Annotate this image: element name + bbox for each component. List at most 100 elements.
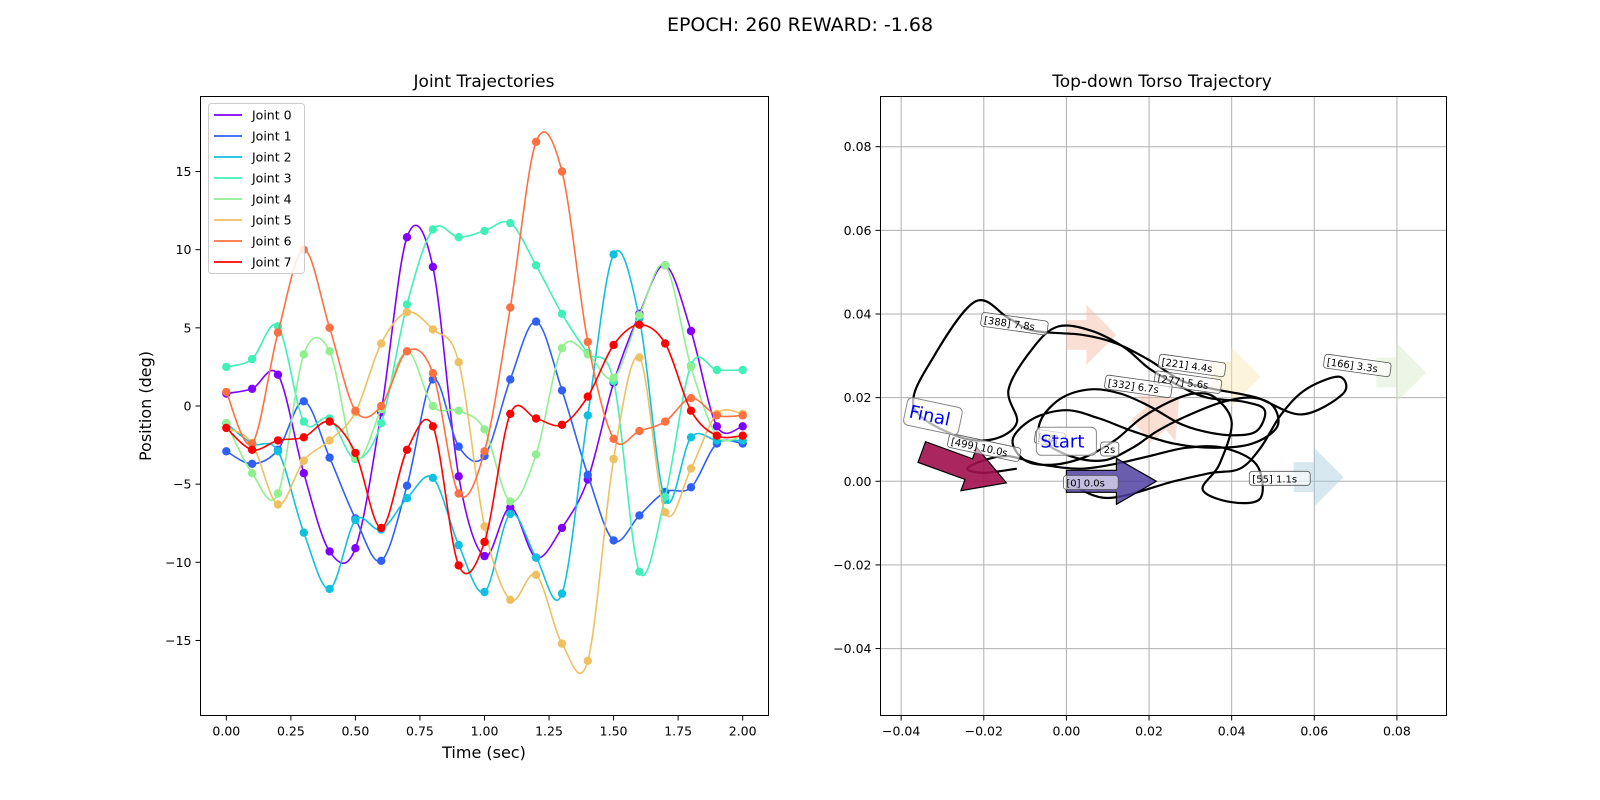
joint-point-7 (377, 523, 386, 533)
heading-arrow (1066, 304, 1117, 365)
joint-point-6 (531, 137, 541, 146)
joint-point-1 (635, 511, 644, 520)
joint-point-5 (686, 464, 696, 473)
joint-point-5 (635, 353, 644, 362)
joint-point-6 (428, 369, 438, 378)
joint-trajectories-plot: Joint Trajectories 0.00 0.25 0.50 0.75 1.00 1… (136, 72, 769, 762)
legend-entry: Joint 5 (251, 213, 292, 228)
joint-point-3 (480, 226, 489, 236)
joint-point-7 (686, 406, 696, 415)
joint-point-4 (273, 489, 283, 498)
joint-point-6 (583, 337, 592, 347)
joint-point-2 (480, 587, 489, 597)
joint-point-6 (480, 447, 489, 456)
legend-entry: Joint 3 (251, 171, 292, 186)
joint-point-5 (480, 522, 489, 531)
joint-point-3 (299, 417, 308, 426)
time-label-text: [55] 1.1s (1252, 474, 1297, 485)
joint-point-6 (222, 387, 231, 397)
joint-point-5 (428, 325, 438, 334)
joint-point-3 (222, 362, 231, 372)
joint-point-1 (402, 481, 412, 490)
right-axis-ticks: −0.04 −0.02 0.00 0.02 0.04 0.06 0.08 −0.04 −0.02… (833, 139, 1411, 738)
joint-line-4 (225, 263, 743, 503)
joint-point-2 (325, 584, 334, 594)
joint-point-3 (247, 354, 257, 364)
time-label: [0] 0.0s (1063, 475, 1119, 490)
legend: Joint 0 Joint 1 Joint 2 Joint 3 Joint 4 Joint… (208, 103, 305, 274)
y-tick-label: 15 (176, 164, 192, 179)
x-tick-label: 0.06 (1300, 724, 1328, 739)
joint-series-layer (222, 131, 747, 675)
legend-entry: Joint 6 (251, 234, 292, 249)
y-tick-label: 0 (184, 399, 192, 414)
joint-point-7 (557, 420, 567, 429)
joint-point-2 (531, 553, 541, 562)
joint-point-7 (273, 436, 283, 445)
y-tick-label: 10 (176, 242, 192, 257)
joint-point-2 (299, 528, 308, 537)
joint-point-6 (557, 167, 567, 176)
joint-point-7 (351, 448, 360, 458)
joint-point-7 (325, 417, 334, 426)
x-tick-label: 2.00 (729, 724, 757, 739)
joint-point-5 (661, 508, 670, 517)
joint-point-3 (506, 218, 515, 228)
right-plot-title: Top-down Torso Trajectory (1051, 72, 1272, 92)
x-tick-label: 0.00 (1052, 724, 1080, 739)
x-tick-label: 1.75 (664, 724, 692, 739)
time-labels: [388] 7.8s[221] 4.4s[277] 5.6s[332] 6.7s… (903, 312, 1392, 490)
joint-point-7 (428, 422, 438, 431)
time-label-box (1248, 470, 1311, 486)
joint-point-5 (531, 570, 541, 579)
torso-path-layer (911, 299, 1348, 505)
joint-point-4 (454, 406, 463, 415)
y-tick-label: 0.06 (844, 223, 872, 238)
joint-point-1 (686, 483, 696, 492)
time-label: 2s (1100, 441, 1120, 457)
start-label-box (1035, 426, 1097, 456)
joint-point-7 (738, 431, 747, 440)
left-xlabel: Time (sec) (441, 743, 526, 762)
right-grid (880, 96, 1447, 716)
joint-point-0 (454, 472, 463, 481)
joint-point-6 (377, 401, 386, 411)
joint-point-6 (351, 406, 360, 415)
legend-box (208, 103, 305, 274)
joint-point-7 (661, 339, 670, 348)
joint-point-0 (686, 326, 696, 336)
torso-path (911, 299, 1348, 505)
y-tick-label: 0.02 (844, 390, 872, 405)
time-label-text: 2s (1104, 445, 1116, 456)
joint-point-7 (635, 320, 644, 329)
heading-arrow (1376, 342, 1427, 403)
joint-point-3 (531, 261, 541, 270)
time-label: [55] 1.1s (1248, 470, 1311, 486)
x-tick-label: 0.08 (1383, 724, 1411, 739)
joint-point-7 (402, 445, 412, 454)
joint-point-4 (661, 261, 670, 270)
joint-point-3 (738, 365, 747, 375)
x-tick-label: 0.04 (1218, 724, 1246, 739)
x-tick-label: 0.25 (277, 724, 305, 739)
joint-point-5 (557, 639, 567, 648)
torso-trajectory-plot: Top-down Torso Trajectory [388] 7.8s[221… (833, 72, 1447, 739)
joint-point-7 (506, 409, 515, 418)
heading-arrow (1131, 395, 1180, 443)
joint-point-0 (557, 523, 567, 533)
joint-line-7 (225, 323, 743, 575)
joint-point-0 (273, 370, 283, 379)
joint-point-0 (480, 551, 489, 561)
joint-point-4 (506, 497, 515, 506)
joint-point-4 (686, 362, 696, 372)
joint-point-3 (377, 419, 386, 428)
joint-point-3 (635, 567, 644, 576)
joint-point-2 (506, 509, 515, 519)
joint-point-4 (247, 469, 257, 478)
right-axes-frame (880, 96, 1447, 716)
y-tick-label: −0.04 (833, 641, 871, 656)
x-tick-label: 1.50 (600, 724, 628, 739)
joint-point-5 (325, 436, 334, 445)
y-tick-label: −5 (173, 477, 191, 492)
